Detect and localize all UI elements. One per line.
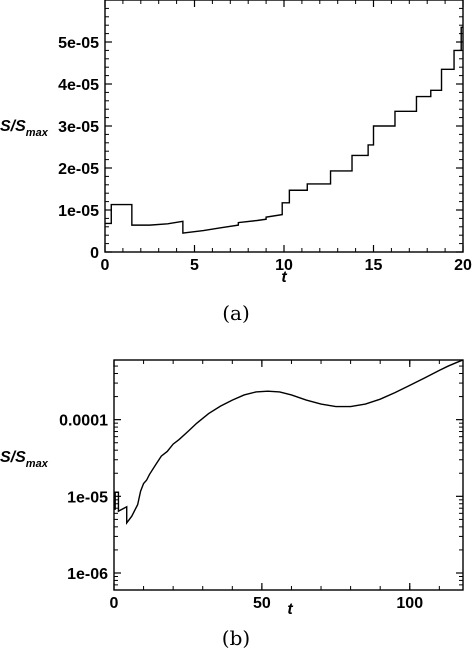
x-tick-label: 15: [365, 257, 383, 274]
plot-frame-b: [113, 359, 464, 591]
y-tick-labels-a: 0 1e-05 2e-05 3e-05 4e-05 5e-05: [58, 35, 99, 262]
y-tick-label: 1e-05: [67, 489, 108, 506]
x-tick-label: 0: [101, 257, 110, 274]
tick-marks-a: [104, 0, 464, 253]
caption-b: (b): [222, 626, 250, 650]
series-line-a: [105, 26, 463, 234]
plot-frame-a: [104, 0, 464, 253]
y-tick-label: 2e-05: [58, 161, 99, 178]
y-tick-label: 1e-05: [58, 203, 99, 220]
y-axis-label-a-sub: max: [26, 127, 49, 139]
y-tick-label: 1e-06: [67, 566, 108, 583]
tick-marks-b: [113, 360, 463, 591]
caption-a: (a): [222, 301, 250, 325]
y-axis-label-b-sub: max: [26, 458, 49, 470]
y-tick-labels-b: 1e-06 1e-05 0.0001: [59, 413, 108, 583]
y-tick-label: 4e-05: [58, 77, 99, 94]
x-axis-label-a: t: [281, 269, 287, 286]
x-tick-label: 5: [190, 257, 199, 274]
panel-a: 0 5 10 15 20 0 1e-05 2e-05 3e-05 4e-05 5e-05 t S/…: [0, 0, 472, 325]
x-tick-labels-a: 0 5 10 15 20: [101, 257, 472, 274]
x-tick-label: 100: [396, 595, 423, 612]
y-axis-label-a-main: S/S: [0, 118, 26, 135]
x-tick-label: 50: [253, 595, 271, 612]
x-tick-labels-b: 0 50 100: [110, 595, 424, 612]
y-tick-label: 5e-05: [58, 35, 99, 52]
x-tick-label: 0: [110, 595, 119, 612]
y-tick-label: 0: [90, 245, 99, 262]
y-tick-label: 0.0001: [59, 413, 108, 430]
x-tick-label: 10: [275, 257, 293, 274]
y-axis-label-a: S/Smax: [0, 118, 49, 139]
y-axis-label-b-main: S/S: [0, 449, 26, 466]
series-line-b: [114, 359, 464, 526]
y-axis-label-b: S/Smax: [0, 449, 49, 470]
y-tick-label: 3e-05: [58, 119, 99, 136]
x-axis-label-b: t: [287, 601, 293, 618]
x-tick-label: 20: [454, 257, 472, 274]
panel-b: 0 50 100 1e-06 1e-05 0.0001 t S/Smax (b): [0, 359, 464, 650]
